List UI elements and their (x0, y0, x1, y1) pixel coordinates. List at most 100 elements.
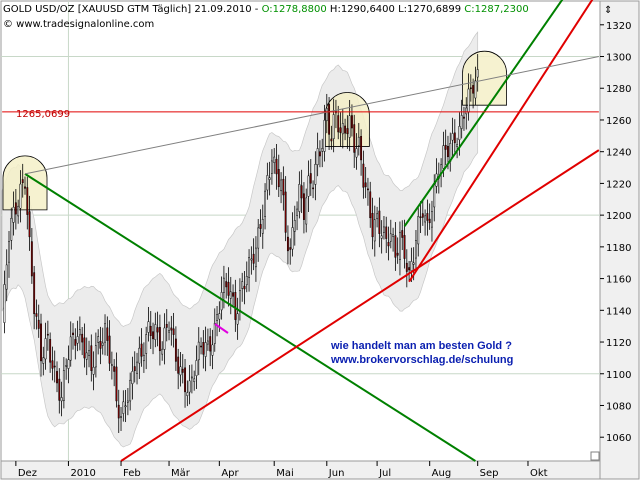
candle (106, 316, 109, 356)
candle (30, 228, 33, 284)
candle-body (186, 392, 189, 396)
x-tick-label: 2010 (70, 468, 95, 479)
candle (465, 97, 468, 130)
candle-body (165, 323, 168, 328)
candle-body (250, 258, 253, 261)
candle (426, 199, 429, 236)
candle (172, 312, 175, 348)
candle (250, 246, 253, 275)
candle-body (10, 217, 13, 241)
candle (129, 372, 132, 411)
candle (401, 220, 404, 251)
y-tick-label: 1140 (606, 306, 631, 317)
candle (37, 304, 40, 338)
candle-body (376, 213, 379, 220)
copyright-text: © www.tradesignalonline.com (3, 19, 154, 30)
candle-body (113, 366, 116, 372)
candle (444, 129, 447, 166)
candle (318, 140, 321, 168)
candle-body (204, 342, 207, 357)
candle-body (209, 336, 212, 352)
candle-body (474, 80, 477, 99)
candle (229, 276, 232, 315)
candle-body (328, 104, 331, 135)
candle-body (467, 88, 470, 113)
candle-body (19, 183, 22, 209)
candle-body (99, 341, 102, 349)
candle-body (431, 211, 433, 228)
candle (10, 207, 13, 250)
y-tick-label: 1200 (606, 211, 631, 222)
candle-body (220, 292, 223, 311)
candle (149, 311, 152, 349)
candle-body (232, 292, 234, 297)
candle (282, 166, 285, 211)
candle-body (30, 241, 33, 277)
candle (206, 328, 209, 351)
candle (474, 66, 477, 105)
candle (85, 337, 88, 376)
candle (266, 162, 269, 200)
y-tick-label: 1220 (606, 179, 631, 190)
candle (126, 388, 129, 416)
candle (131, 356, 134, 400)
candle-body (286, 236, 289, 252)
candle-body (302, 193, 305, 220)
header-close: C:1287,2300 (464, 4, 528, 15)
candle-body (463, 116, 465, 119)
bottom-scroll-corner[interactable] (590, 451, 600, 461)
candle (211, 329, 214, 370)
candle-body (179, 366, 182, 376)
candle-body (106, 327, 109, 341)
candle (209, 328, 212, 367)
candle-body (154, 324, 157, 340)
candle-body (177, 356, 180, 374)
y-tick-label: 1100 (606, 370, 631, 381)
candle-body (348, 115, 351, 138)
candle (257, 219, 260, 262)
candle (332, 98, 335, 153)
candle-body (396, 252, 399, 256)
candle-body (42, 357, 45, 364)
candle-body (5, 264, 8, 290)
candle (367, 177, 369, 206)
candle-body (72, 332, 74, 336)
candle (323, 104, 326, 162)
candle-body (321, 148, 324, 152)
y-tick-label: 1180 (606, 243, 631, 254)
candle (472, 78, 475, 109)
candle-body (126, 400, 129, 403)
x-tick-label: Sep (480, 468, 499, 479)
candle-body (69, 336, 72, 361)
x-tick-label: Mai (276, 468, 294, 479)
candle-body (257, 227, 260, 249)
candle (293, 205, 296, 246)
candle (117, 389, 120, 433)
candle (268, 161, 271, 196)
candle (136, 352, 138, 385)
candle (17, 199, 20, 224)
candle (33, 265, 36, 330)
candle-body (433, 184, 436, 208)
candle-body (21, 179, 24, 184)
candle (3, 270, 6, 334)
candle-body (337, 115, 340, 133)
y-tick-label: 1120 (606, 338, 631, 349)
candle (184, 359, 186, 408)
candle (5, 249, 8, 302)
candle (19, 170, 22, 223)
y-axis: 1060 1080 1100 1120 1140 1160 1180 1200 1220 1240… (600, 21, 631, 444)
candle (378, 197, 381, 248)
candle-body (389, 233, 392, 242)
candle-body (410, 261, 413, 271)
candle-body (332, 114, 335, 140)
candle-body (357, 136, 360, 146)
candle-body (53, 365, 56, 368)
scroll-arrow-icon[interactable]: ⇕ (604, 5, 612, 16)
candle (428, 203, 431, 230)
candle-body (35, 313, 38, 317)
resistance-level-label: 1265,0699 (16, 109, 70, 120)
candle-body (83, 337, 86, 359)
candle-body (60, 397, 63, 402)
candle (234, 279, 237, 332)
